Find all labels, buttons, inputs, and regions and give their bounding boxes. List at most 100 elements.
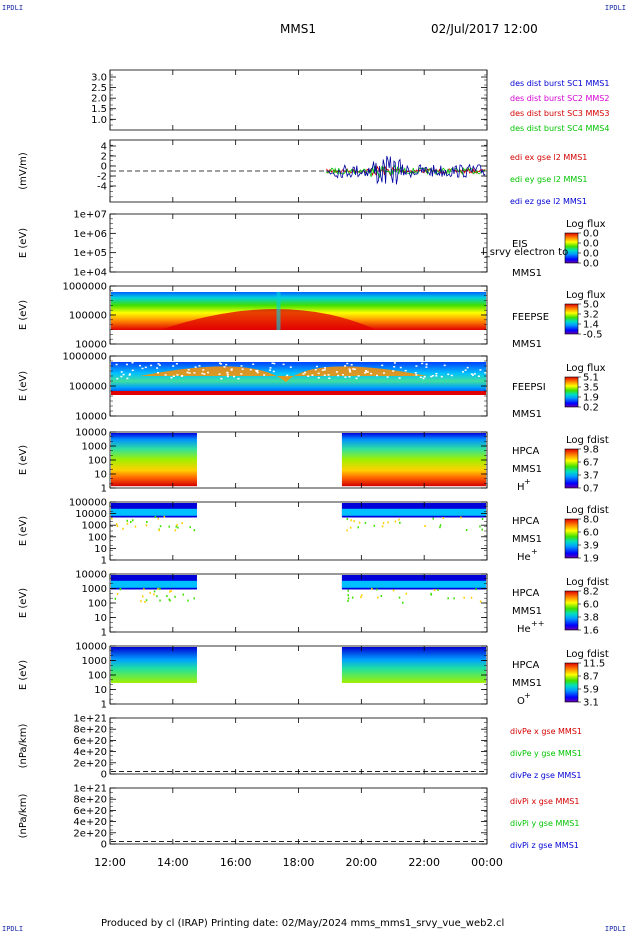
noise-speck (237, 377, 240, 380)
legend-entry: divPe x gse MMS1 (510, 727, 582, 736)
y-tick-label: 10000 (75, 570, 107, 581)
noise-speck (157, 363, 160, 365)
spectrogram-speck (145, 599, 148, 602)
noise-speck (346, 362, 349, 365)
spectrogram-speck (398, 596, 401, 599)
spectrogram-speck (347, 597, 350, 600)
spectrogram-speck (169, 590, 171, 593)
spectrogram-speck (364, 521, 367, 524)
colorbar (564, 662, 579, 703)
instrument-sub-label: MMS1 (512, 268, 542, 279)
noise-speck (120, 371, 123, 373)
noise-speck (366, 371, 369, 373)
noise-speck (350, 364, 353, 366)
spectrogram-speck (143, 588, 145, 591)
noise-speck (225, 363, 228, 366)
colorbar-tick-label: 0.2 (583, 403, 599, 414)
y-tick-label: 100000 (69, 311, 107, 322)
noise-speck (122, 373, 125, 376)
legend-entry: des dist burst SC3 MMS3 (510, 109, 609, 118)
spectrogram-speck (405, 592, 408, 595)
spectrogram-speck (153, 590, 156, 593)
spectrogram-speck (346, 518, 349, 520)
y-axis-label: E (eV) (18, 516, 29, 546)
instrument-label: FEEPSI (512, 382, 546, 393)
y-tick-label: 10 (94, 613, 107, 624)
y-tick-label: 100 (88, 456, 107, 467)
noise-speck (198, 365, 201, 367)
spectrogram-core (140, 366, 427, 382)
spectrogram-speck (175, 525, 177, 528)
noise-speck (349, 371, 352, 373)
spectrogram-speck (442, 517, 445, 519)
spectrogram-speck (430, 592, 432, 595)
spectrogram-speck (358, 521, 361, 524)
legend-entry: divPe y gse MMS1 (510, 749, 582, 758)
mission-title: MMS1 (280, 22, 316, 36)
noise-speck (187, 369, 190, 371)
spectrogram-speck (479, 600, 482, 603)
noise-speck (116, 377, 119, 380)
noise-speck (315, 365, 318, 368)
spectrogram-speck (116, 523, 118, 526)
y-tick-label: -4 (97, 182, 107, 193)
noise-speck (344, 365, 347, 367)
y-tick-label: 100 (88, 671, 107, 682)
spectrogram-speck (116, 593, 119, 595)
noise-speck (129, 373, 131, 375)
noise-speck (126, 363, 128, 366)
series-ey (326, 164, 486, 179)
noise-speck (365, 371, 368, 373)
spectrogram-block-2 (341, 647, 486, 683)
legend-entry: edi ey gse l2 MMS1 (510, 175, 588, 184)
noise-speck (364, 372, 367, 374)
spectrogram-speck (177, 526, 179, 529)
noise-speck (344, 376, 347, 378)
spectrogram-speck (187, 599, 189, 602)
noise-speck (422, 377, 425, 380)
species-charge: + (524, 477, 531, 486)
spectrogram-speck (130, 521, 132, 523)
panel-frame (109, 717, 488, 775)
instrument-label: HPCA (512, 446, 540, 457)
noise-speck (484, 371, 487, 374)
panel-frame (109, 213, 488, 273)
noise-speck (218, 362, 221, 364)
x-tick-label: 16:00 (220, 856, 252, 869)
noise-speck (415, 365, 418, 367)
colorbar-title: Log flux (566, 363, 606, 374)
panel-p2: edi ex gse l2 MMS1 edi ey gse l2 MMS1 edi … (18, 139, 588, 206)
noise-speck (226, 372, 229, 374)
noise-speck (383, 372, 385, 374)
spectrogram-speck (470, 596, 473, 599)
corner-tag-bottom-right: IPDLI (604, 925, 626, 933)
noise-speck (447, 373, 450, 376)
spectrogram-speck (481, 518, 484, 520)
noise-speck (470, 373, 473, 375)
legend-entry: divPi x gse MMS1 (510, 797, 579, 806)
noise-speck (207, 371, 209, 374)
y-tick-label: 1 (101, 628, 107, 639)
legend-entry: divPe z gse MMS1 (510, 771, 581, 780)
spectrogram-speck (122, 527, 124, 530)
noise-speck (393, 362, 396, 364)
noise-speck (269, 367, 272, 369)
spectrogram-speck (157, 587, 159, 590)
spectrogram-speck (347, 594, 349, 597)
y-tick-label: 8e+20 (73, 795, 107, 806)
noise-speck (307, 375, 310, 377)
noise-speck (317, 377, 320, 379)
noise-speck (289, 366, 292, 368)
spectrogram-speck (170, 589, 172, 592)
noise-speck (355, 377, 358, 380)
instrument-sub-label: MMS1 (512, 534, 542, 545)
noise-speck (324, 367, 326, 369)
noise-speck (392, 370, 395, 372)
spectrogram-speck (460, 516, 462, 519)
noise-speck (381, 364, 384, 367)
legend-entry: edi ez gse l2 MMS1 (510, 197, 587, 206)
noise-speck (115, 363, 118, 366)
legend-entry: edi ex gse l2 MMS1 (510, 153, 587, 162)
colorbar (564, 590, 579, 631)
